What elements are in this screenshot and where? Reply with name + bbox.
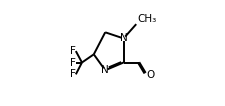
Text: F: F	[69, 69, 75, 79]
Text: O: O	[146, 70, 154, 80]
Text: F: F	[69, 46, 75, 56]
Text: N: N	[101, 65, 109, 75]
Text: F: F	[69, 58, 75, 68]
Text: CH₃: CH₃	[136, 14, 156, 24]
Text: N: N	[119, 33, 127, 43]
